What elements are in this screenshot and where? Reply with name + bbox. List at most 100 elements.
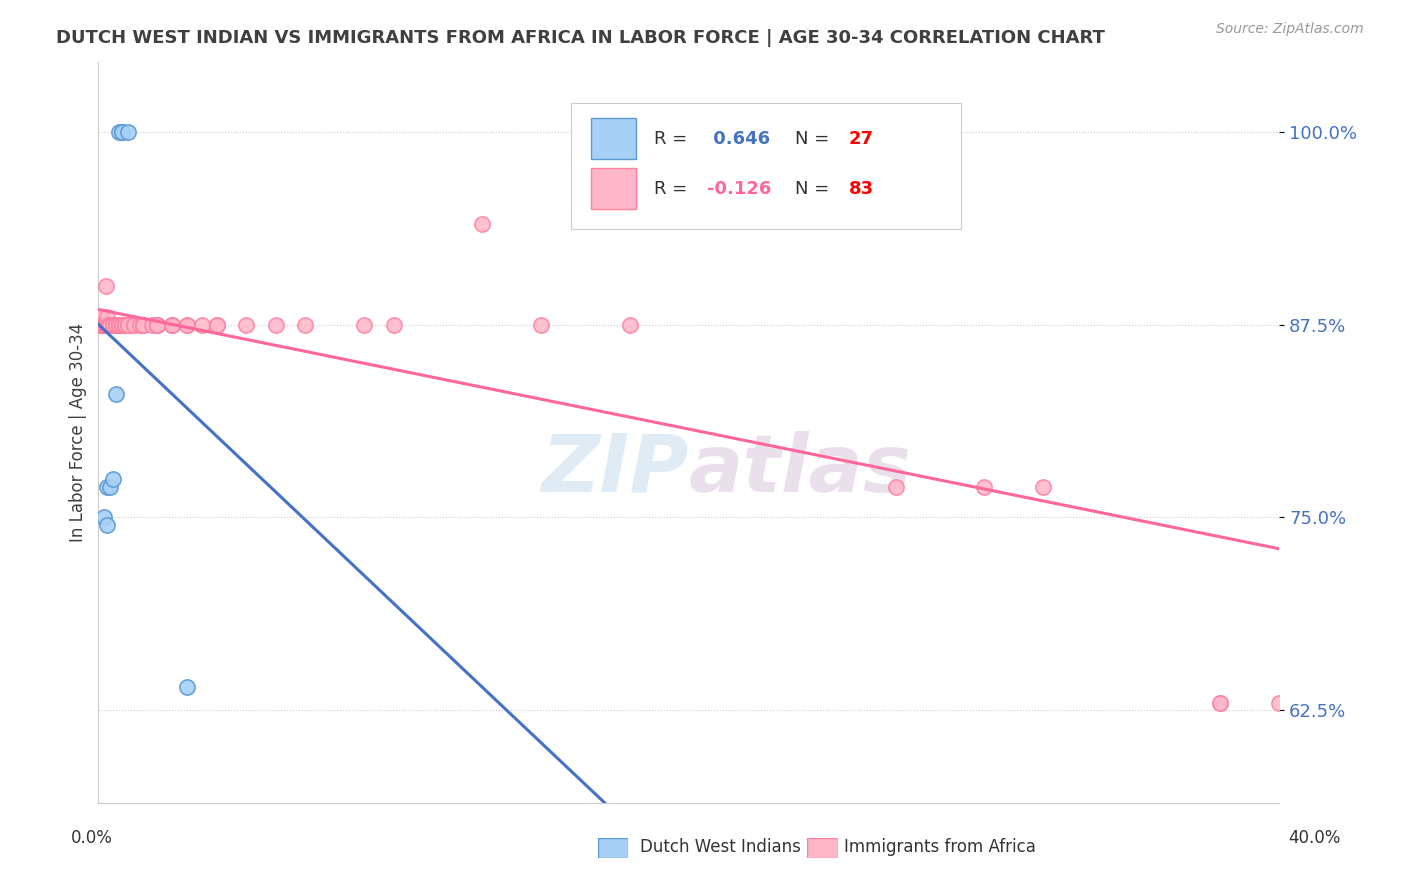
Text: Source: ZipAtlas.com: Source: ZipAtlas.com: [1216, 22, 1364, 37]
Point: [108, 318, 131, 332]
Point: [105, 318, 128, 332]
Point: [97, 318, 120, 332]
Point: [93, 318, 115, 332]
Text: 83: 83: [848, 180, 873, 198]
Point: [294, 318, 316, 332]
Point: [205, 318, 228, 332]
Text: R =: R =: [654, 129, 693, 148]
Point: [117, 125, 139, 139]
Point: [94, 318, 117, 332]
Point: [96, 518, 118, 533]
Point: [205, 318, 228, 332]
Point: [103, 318, 125, 332]
Point: [103, 472, 125, 486]
Point: [619, 318, 641, 332]
Point: [103, 318, 125, 332]
Point: [90, 318, 112, 332]
Text: N =: N =: [796, 129, 835, 148]
Point: [146, 318, 169, 332]
Text: 0.646: 0.646: [707, 129, 769, 148]
Point: [114, 318, 136, 332]
Text: 40.0%: 40.0%: [1288, 829, 1341, 847]
Point: [93, 318, 115, 332]
Point: [96, 318, 118, 332]
Point: [122, 318, 145, 332]
Point: [146, 318, 169, 332]
Point: [98, 318, 121, 332]
Point: [114, 318, 136, 332]
Point: [93, 318, 115, 332]
Point: [162, 318, 183, 332]
Point: [90, 318, 112, 332]
Point: [146, 318, 169, 332]
Point: [191, 318, 214, 332]
Point: [90, 318, 112, 332]
Point: [128, 318, 150, 332]
Point: [90, 310, 112, 324]
Point: [96, 318, 118, 332]
Point: [1209, 696, 1232, 710]
Point: [235, 318, 257, 332]
Point: [91, 318, 114, 332]
Point: [105, 318, 128, 332]
Point: [530, 318, 553, 332]
Text: DUTCH WEST INDIAN VS IMMIGRANTS FROM AFRICA IN LABOR FORCE | AGE 30-34 CORRELATI: DUTCH WEST INDIAN VS IMMIGRANTS FROM AFR…: [56, 29, 1105, 46]
Text: Immigrants from Africa: Immigrants from Africa: [844, 838, 1035, 855]
Point: [93, 318, 115, 332]
Point: [678, 125, 700, 139]
Point: [117, 318, 139, 332]
Point: [1268, 696, 1291, 710]
Point: [264, 318, 287, 332]
Point: [93, 318, 115, 332]
Point: [98, 318, 121, 332]
Point: [162, 318, 183, 332]
Point: [96, 318, 118, 332]
Point: [93, 318, 115, 332]
Text: 27: 27: [848, 129, 873, 148]
Point: [1209, 696, 1232, 710]
Point: [90, 318, 112, 332]
Text: Dutch West Indians: Dutch West Indians: [640, 838, 800, 855]
Y-axis label: In Labor Force | Age 30-34: In Labor Force | Age 30-34: [69, 323, 87, 542]
Point: [111, 318, 134, 332]
Point: [108, 318, 131, 332]
Point: [117, 318, 139, 332]
Point: [90, 310, 112, 324]
Point: [132, 318, 155, 332]
Point: [176, 318, 198, 332]
Point: [122, 318, 145, 332]
Point: [162, 318, 183, 332]
Point: [884, 480, 907, 494]
Point: [108, 318, 131, 332]
Text: R =: R =: [654, 180, 693, 198]
Point: [108, 318, 131, 332]
Point: [111, 318, 134, 332]
Point: [108, 318, 131, 332]
Point: [382, 318, 405, 332]
Point: [93, 510, 115, 524]
Point: [91, 318, 114, 332]
Point: [96, 318, 118, 332]
Point: [98, 480, 121, 494]
Point: [103, 318, 125, 332]
Point: [176, 680, 198, 694]
Point: [98, 318, 121, 332]
Point: [111, 125, 134, 139]
Text: N =: N =: [796, 180, 835, 198]
Point: [90, 318, 112, 332]
Point: [93, 318, 115, 332]
Point: [90, 318, 112, 332]
Point: [471, 218, 494, 232]
Point: [94, 279, 117, 293]
Point: [97, 318, 120, 332]
Point: [98, 318, 121, 332]
Point: [105, 318, 128, 332]
Point: [146, 318, 169, 332]
Bar: [591, 118, 636, 159]
Point: [93, 318, 115, 332]
Point: [103, 318, 125, 332]
Point: [141, 318, 163, 332]
Text: -0.126: -0.126: [707, 180, 770, 198]
Point: [96, 480, 118, 494]
Point: [98, 318, 121, 332]
